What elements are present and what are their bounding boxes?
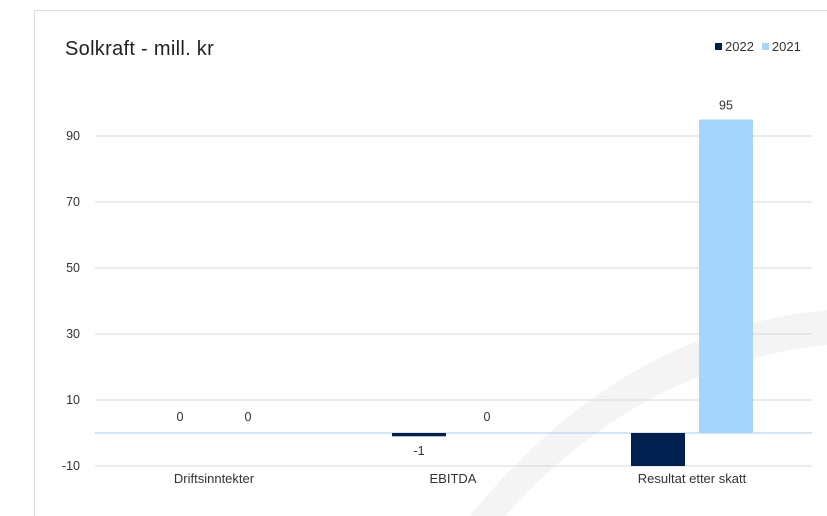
bar-2022-1: [392, 433, 446, 437]
chart-legend: 2022 2021: [715, 39, 801, 54]
y-tick-label: 30: [66, 327, 80, 341]
y-tick-label: -10: [62, 459, 80, 473]
data-label: 0: [484, 410, 491, 424]
y-tick-label: 90: [66, 129, 80, 143]
legend-item-series-0: 2022: [715, 39, 754, 54]
data-label: 95: [719, 99, 733, 113]
y-tick-label: 10: [66, 393, 80, 407]
bar-2022-2: [631, 433, 685, 466]
legend-label-series-1: 2021: [771, 39, 801, 54]
y-tick-label: 50: [66, 261, 80, 275]
data-label: -1: [413, 444, 424, 458]
data-label: 0: [245, 410, 252, 424]
bar-2021-2: [699, 119, 753, 433]
y-tick-label: 70: [66, 195, 80, 209]
x-category-label: Resultat etter skatt: [638, 471, 747, 486]
legend-label-series-0: 2022: [725, 39, 754, 54]
chart-title: Solkraft - mill. kr: [65, 38, 215, 60]
chart-frame: [34, 10, 827, 516]
x-category-label: EBITDA: [430, 471, 477, 486]
legend-item-series-1: 2021: [761, 39, 801, 54]
x-category-label: Driftsinntekter: [174, 471, 255, 486]
legend-swatch-series-1: [761, 43, 769, 50]
data-label: 0: [177, 410, 184, 424]
legend-swatch-series-0: [715, 43, 722, 50]
